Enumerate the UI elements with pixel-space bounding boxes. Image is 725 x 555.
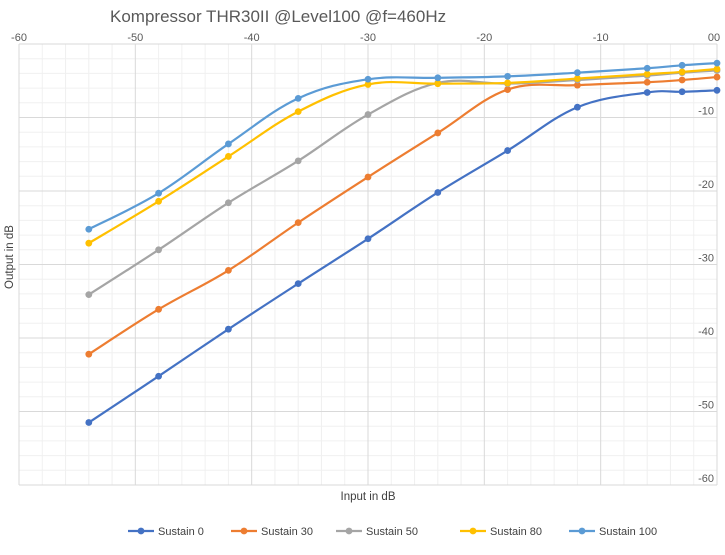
data-point-sustain-100 <box>574 69 581 77</box>
y-tick-label: -40 <box>698 326 714 338</box>
data-point-sustain-30 <box>294 219 302 227</box>
data-point-sustain-100 <box>713 59 721 67</box>
data-point-sustain-100 <box>294 94 302 102</box>
data-point-sustain-30 <box>643 78 651 86</box>
data-point-sustain-30 <box>504 86 511 93</box>
data-point-sustain-30 <box>574 81 581 89</box>
data-point-sustain-80 <box>434 80 442 88</box>
data-point-sustain-100 <box>643 64 651 72</box>
data-point-sustain-80 <box>643 70 651 78</box>
data-point-sustain-80 <box>574 75 581 82</box>
legend-label-sustain-30: Sustain 30 <box>261 526 313 538</box>
y-tick-label: 0 <box>708 32 714 44</box>
data-point-sustain-50 <box>225 199 232 207</box>
x-axis-ticks: -60 -50 -40 -30 -20 -10 0 <box>11 32 720 44</box>
data-point-sustain-0 <box>643 89 651 96</box>
data-point-sustain-50 <box>155 246 163 254</box>
data-point-sustain-100 <box>155 189 163 197</box>
data-point-sustain-80 <box>294 108 302 116</box>
data-point-sustain-0 <box>574 103 581 111</box>
data-point-sustain-80 <box>225 153 232 160</box>
y-axis-label: Output in dB <box>4 225 16 289</box>
data-point-sustain-0 <box>434 189 442 196</box>
data-point-sustain-30 <box>155 305 163 313</box>
y-tick-label: -50 <box>698 400 714 412</box>
data-point-sustain-30 <box>364 173 372 181</box>
x-tick-label: -60 <box>11 32 27 44</box>
y-tick-label: -30 <box>698 253 714 265</box>
legend-item-sustain-80: Sustain 80 <box>460 526 542 538</box>
data-point-sustain-100 <box>434 74 442 82</box>
x-tick-label: -50 <box>127 32 143 44</box>
legend-item-sustain-0: Sustain 0 <box>128 526 204 538</box>
data-point-sustain-80 <box>155 197 163 205</box>
series-line-sustain-0 <box>88 89 718 424</box>
data-point-sustain-0 <box>155 372 163 380</box>
data-point-sustain-0 <box>85 419 93 426</box>
legend-marker-sustain-80 <box>469 527 477 535</box>
x-tick-label: -40 <box>244 32 260 44</box>
data-point-sustain-80 <box>678 68 686 76</box>
data-point-sustain-30 <box>678 76 686 84</box>
series-line-sustain-50 <box>88 69 718 296</box>
legend: Sustain 0 Sustain 30 Sustain 50 Sustain 80 S… <box>128 526 657 538</box>
legend-marker-sustain-30 <box>240 527 248 535</box>
legend-label-sustain-50: Sustain 50 <box>366 526 418 538</box>
data-point-sustain-50 <box>294 157 302 165</box>
x-axis-label: Input in dB <box>341 491 396 503</box>
data-point-sustain-0 <box>225 325 232 333</box>
data-point-sustain-80 <box>364 81 372 88</box>
y-axis-ticks: 0 -10 -20 -30 -40 -50 -60 <box>698 32 714 485</box>
legend-item-sustain-50: Sustain 50 <box>336 526 418 538</box>
legend-label-sustain-100: Sustain 100 <box>599 526 657 538</box>
legend-item-sustain-100: Sustain 100 <box>569 526 657 538</box>
grid-major <box>18 43 718 486</box>
data-point-sustain-30 <box>85 350 93 358</box>
data-point-sustain-80 <box>85 239 93 247</box>
data-point-sustain-0 <box>504 147 511 154</box>
series-points <box>85 59 721 426</box>
x-tick-label: 0 <box>714 32 720 44</box>
y-tick-label: -10 <box>698 106 714 118</box>
data-point-sustain-30 <box>225 266 232 274</box>
data-point-sustain-100 <box>678 61 686 69</box>
data-point-sustain-50 <box>364 111 372 118</box>
data-point-sustain-0 <box>294 280 302 288</box>
data-point-sustain-30 <box>713 73 721 81</box>
legend-label-sustain-0: Sustain 0 <box>158 526 204 538</box>
data-point-sustain-0 <box>713 86 721 94</box>
series-line-sustain-100 <box>88 62 718 231</box>
legend-item-sustain-30: Sustain 30 <box>231 526 313 538</box>
legend-marker-sustain-50 <box>345 527 353 535</box>
data-point-sustain-0 <box>364 235 372 243</box>
data-point-sustain-100 <box>85 225 93 233</box>
legend-marker-sustain-0 <box>137 527 145 535</box>
legend-marker-sustain-100 <box>578 527 586 535</box>
data-point-sustain-100 <box>504 72 511 80</box>
x-tick-label: -20 <box>476 32 492 44</box>
y-tick-label: -20 <box>698 179 714 191</box>
x-tick-label: -30 <box>360 32 376 44</box>
data-point-sustain-30 <box>434 129 442 137</box>
legend-label-sustain-80: Sustain 80 <box>490 526 542 538</box>
data-point-sustain-50 <box>85 291 93 299</box>
data-point-sustain-0 <box>678 88 686 96</box>
y-tick-label: -60 <box>698 473 714 485</box>
data-point-sustain-80 <box>504 79 511 87</box>
chart-title: Kompressor THR30II @Level100 @f=460Hz <box>110 7 446 26</box>
x-tick-label: -10 <box>593 32 609 44</box>
data-point-sustain-80 <box>713 65 721 73</box>
data-point-sustain-100 <box>364 75 372 83</box>
data-point-sustain-100 <box>225 140 232 148</box>
